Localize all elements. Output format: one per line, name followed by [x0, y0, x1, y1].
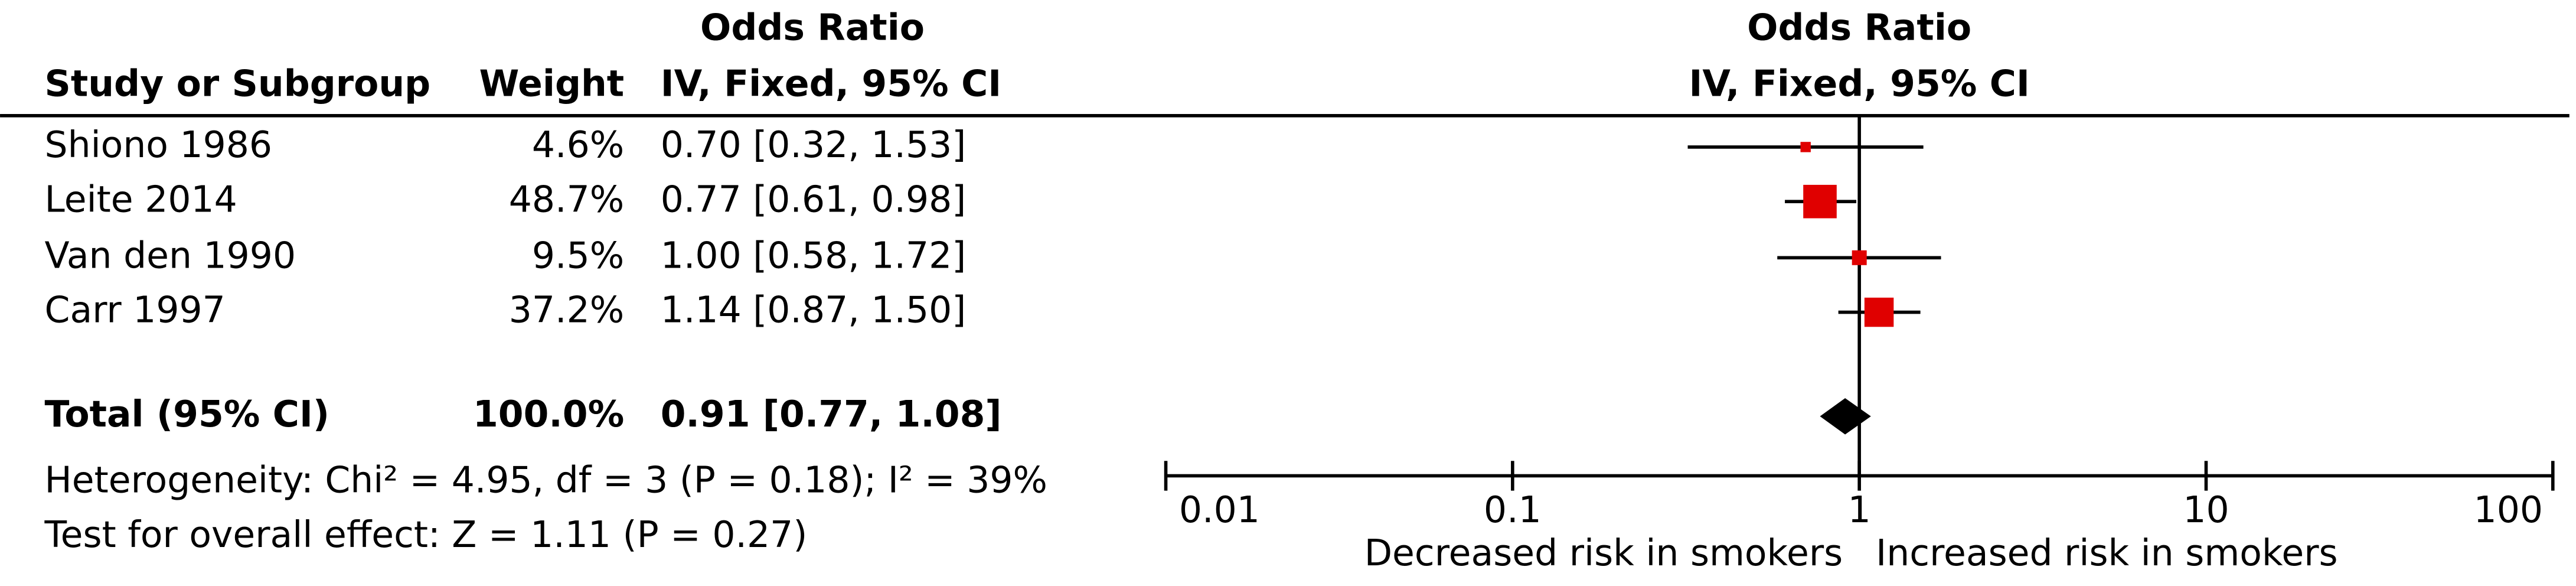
study-weight: 37.2% — [509, 289, 624, 331]
study-name: Leite 2014 — [45, 178, 237, 220]
study-name: Van den 1990 — [45, 234, 296, 276]
study-header: Study or Subgroup — [45, 63, 431, 105]
total-weight: 100.0% — [473, 393, 624, 435]
study-square — [1803, 184, 1837, 219]
heterogeneity: Heterogeneity: Chi² = 4.95, df = 3 (P = … — [45, 459, 1047, 502]
study-value-label: 0.70 [0.32, 1.53] — [661, 123, 967, 166]
effect-header: Odds Ratio — [700, 6, 925, 48]
x-tick-label: 1 — [1848, 489, 1871, 531]
x-label-left: Decreased risk in smokers — [1364, 532, 1843, 574]
total-label: Total (95% CI) — [45, 393, 329, 435]
weight-header: Weight — [479, 63, 625, 105]
study-name: Carr 1997 — [45, 289, 226, 331]
study-weight: 4.6% — [532, 123, 624, 166]
study-square — [1864, 297, 1894, 327]
study-value-label: 1.00 [0.58, 1.72] — [661, 234, 967, 276]
total-diamond — [1820, 398, 1871, 435]
study-weight: 48.7% — [509, 178, 624, 220]
study-name: Shiono 1986 — [45, 123, 273, 166]
study-value-label: 1.14 [0.87, 1.50] — [661, 289, 967, 331]
study-value-label: 0.77 [0.61, 0.98] — [661, 178, 967, 220]
x-label-right: Increased risk in smokers — [1876, 532, 2337, 574]
study-square — [1800, 142, 1811, 152]
study-square — [1852, 250, 1867, 265]
plot-effect-header: Odds Ratio — [1747, 6, 1971, 48]
x-tick-label: 0.01 — [1179, 489, 1260, 531]
total-value-label: 0.91 [0.77, 1.08] — [661, 393, 1002, 435]
method-header: IV, Fixed, 95% CI — [661, 63, 1001, 105]
plot-method-header: IV, Fixed, 95% CI — [1689, 63, 2029, 105]
overall-effect: Test for overall effect: Z = 1.11 (P = 0… — [44, 513, 808, 556]
x-tick-label: 100 — [2474, 489, 2543, 531]
study-weight: 9.5% — [532, 234, 624, 276]
x-tick-label: 10 — [2183, 489, 2229, 531]
header-mask — [1007, 59, 1166, 109]
x-tick-label: 0.1 — [1484, 489, 1542, 531]
